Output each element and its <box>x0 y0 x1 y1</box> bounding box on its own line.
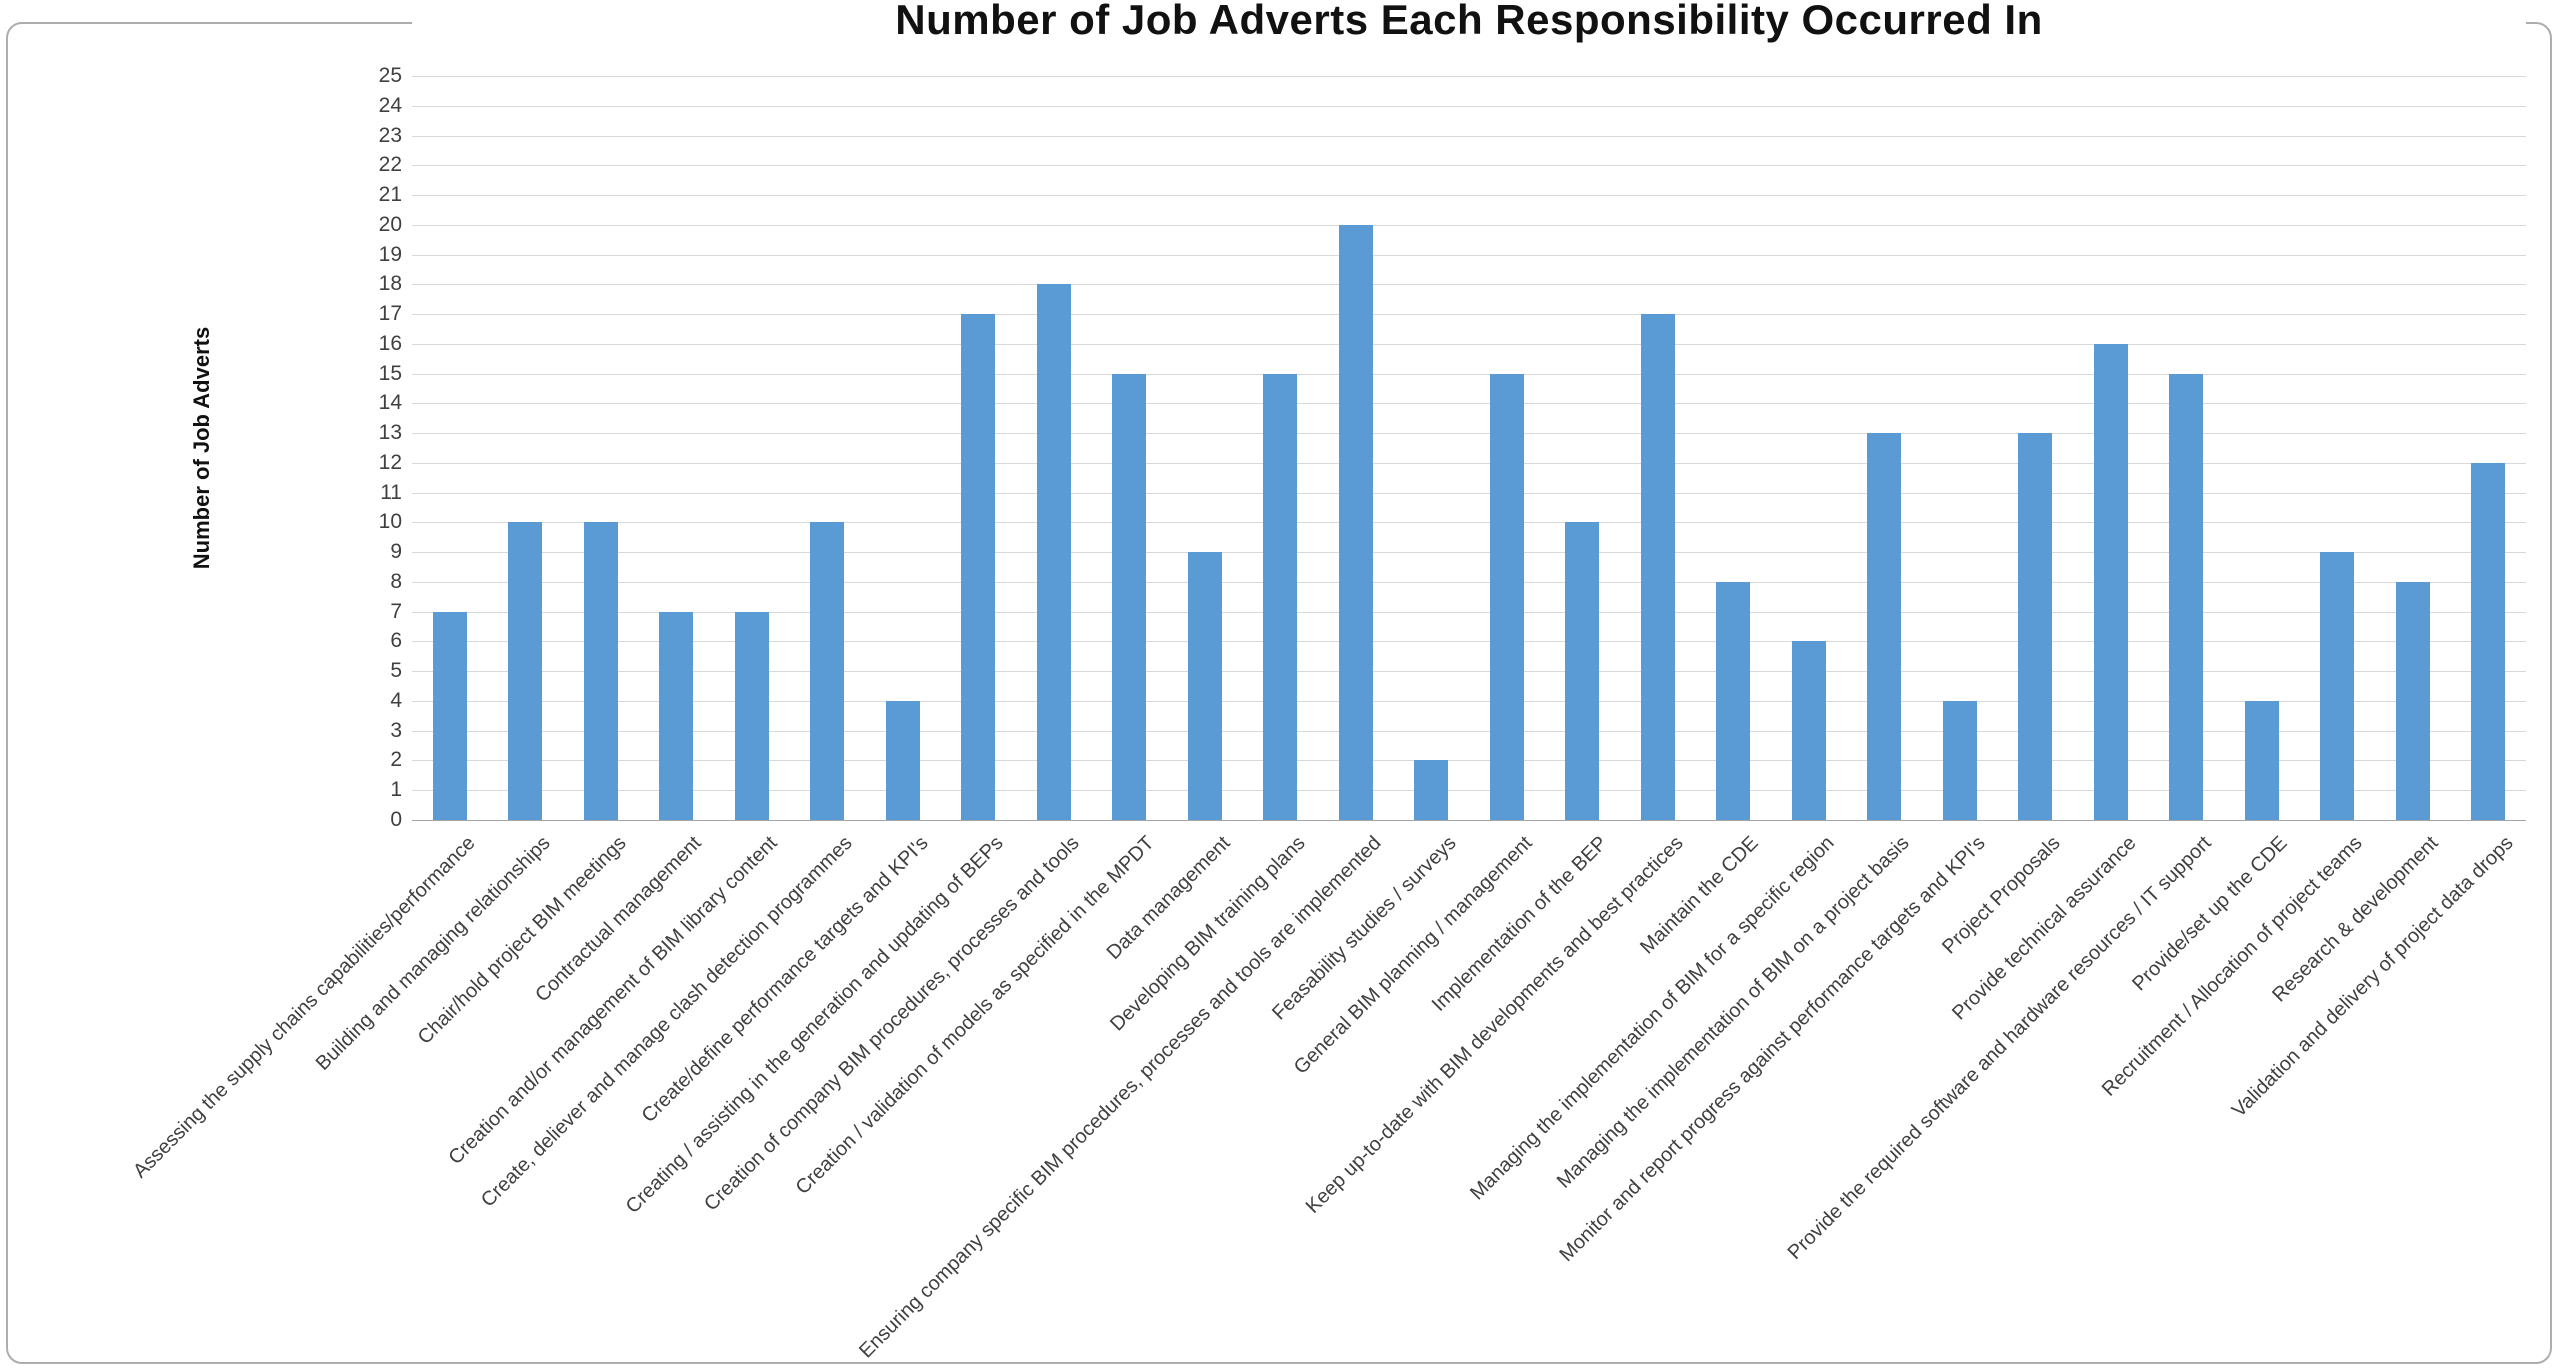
y-tick-label: 23 <box>378 123 402 147</box>
gridline <box>412 343 2526 345</box>
y-tick-label: 0 <box>390 808 402 831</box>
gridline <box>412 135 2526 137</box>
gridline <box>412 224 2526 226</box>
bar <box>1187 552 1222 820</box>
y-tick-label: 7 <box>390 599 402 623</box>
gridline <box>412 552 2526 554</box>
bar <box>2320 552 2355 820</box>
x-tick-label: Creation of company BIM procedures, proc… <box>699 832 1084 1216</box>
bar <box>1791 641 1826 820</box>
gridline <box>412 403 2526 405</box>
bar <box>734 611 769 820</box>
bar <box>1112 373 1147 820</box>
y-tick-label: 19 <box>378 242 402 266</box>
bar <box>1414 760 1449 820</box>
y-tick-label: 9 <box>390 540 402 564</box>
y-tick-label: 20 <box>378 212 402 236</box>
bar <box>2244 700 2279 820</box>
bar <box>583 522 618 820</box>
bar <box>2471 462 2506 820</box>
bar <box>2169 373 2204 820</box>
bar <box>432 611 467 820</box>
x-tick-label: Validation and delivery of project data … <box>2228 832 2518 1122</box>
bar <box>1565 522 1600 820</box>
gridline <box>412 373 2526 375</box>
y-tick-label: 1 <box>390 778 402 802</box>
gridline <box>412 254 2526 256</box>
bar <box>1640 314 1675 820</box>
y-tick-label: 18 <box>378 272 402 296</box>
y-tick-label: 15 <box>378 361 402 385</box>
x-axis-line <box>412 820 2526 821</box>
gridline <box>412 611 2526 613</box>
x-tick-label: Managing the implementation of BIM on a … <box>1553 832 1914 1193</box>
bar <box>1867 433 1902 820</box>
y-tick-label: 8 <box>390 569 402 593</box>
y-tick-label: 25 <box>378 64 402 87</box>
gridline <box>412 522 2526 524</box>
gridline <box>412 462 2526 464</box>
bar <box>810 522 845 820</box>
y-tick-label: 6 <box>390 629 402 653</box>
y-tick-label: 16 <box>378 331 402 355</box>
bar <box>961 314 996 820</box>
gridline <box>412 105 2526 107</box>
y-tick-label: 21 <box>378 183 402 207</box>
y-tick-label: 4 <box>390 688 402 712</box>
x-tick-label: Creation / validation of models as speci… <box>791 832 1159 1199</box>
gridline <box>412 760 2526 762</box>
y-tick-label: 2 <box>390 748 402 772</box>
x-tick-label: Managing the implementation of BIM for a… <box>1465 832 1839 1205</box>
y-tick-label: 24 <box>378 93 402 117</box>
x-tick-label: Recruitment / Allocation of project team… <box>2098 832 2367 1101</box>
gridline <box>412 195 2526 197</box>
y-tick-label: 12 <box>378 450 402 474</box>
gridline <box>412 730 2526 732</box>
gridline <box>412 790 2526 792</box>
gridline <box>412 433 2526 435</box>
chart-title: Number of Job Adverts Each Responsibilit… <box>412 2 2526 44</box>
y-tick-label: 22 <box>378 153 402 177</box>
bar <box>1263 373 1298 820</box>
bar <box>1942 700 1977 820</box>
gridline <box>412 700 2526 702</box>
gridline <box>412 76 2526 77</box>
bar <box>1716 581 1751 820</box>
bar <box>1489 373 1524 820</box>
bar <box>2093 343 2128 820</box>
bar <box>659 611 694 820</box>
y-tick-label: 11 <box>380 480 402 504</box>
gridline <box>412 671 2526 673</box>
gridline <box>412 314 2526 316</box>
y-tick-label: 10 <box>378 510 402 534</box>
gridline <box>412 284 2526 286</box>
x-tick-label: Assessing the supply chains capabilities… <box>128 832 480 1183</box>
bar <box>1338 224 1373 820</box>
bar <box>1036 284 1071 820</box>
y-tick-label: 14 <box>378 391 402 415</box>
gridline <box>412 581 2526 583</box>
y-tick-label: 17 <box>378 302 402 326</box>
bar <box>508 522 543 820</box>
plot-area: 0 1 2 3 4 5 6 7 8 9 10 11 12 13 14 15 16 17 18 19 20 21 22 23 24… <box>4 2 2554 1366</box>
y-tick-label: 5 <box>390 659 402 683</box>
y-tick-label: 3 <box>390 718 402 742</box>
y-tick-label: 13 <box>378 421 402 445</box>
gridline <box>412 165 2526 167</box>
bar <box>885 700 920 820</box>
chart-figure: Number of Job Adverts Each Responsibilit… <box>4 2 2554 1366</box>
x-tick-label: Create/define performance targets and KP… <box>637 832 933 1127</box>
gridline <box>412 641 2526 643</box>
gridline <box>412 492 2526 494</box>
bar <box>2395 581 2430 820</box>
bar <box>2018 433 2053 820</box>
